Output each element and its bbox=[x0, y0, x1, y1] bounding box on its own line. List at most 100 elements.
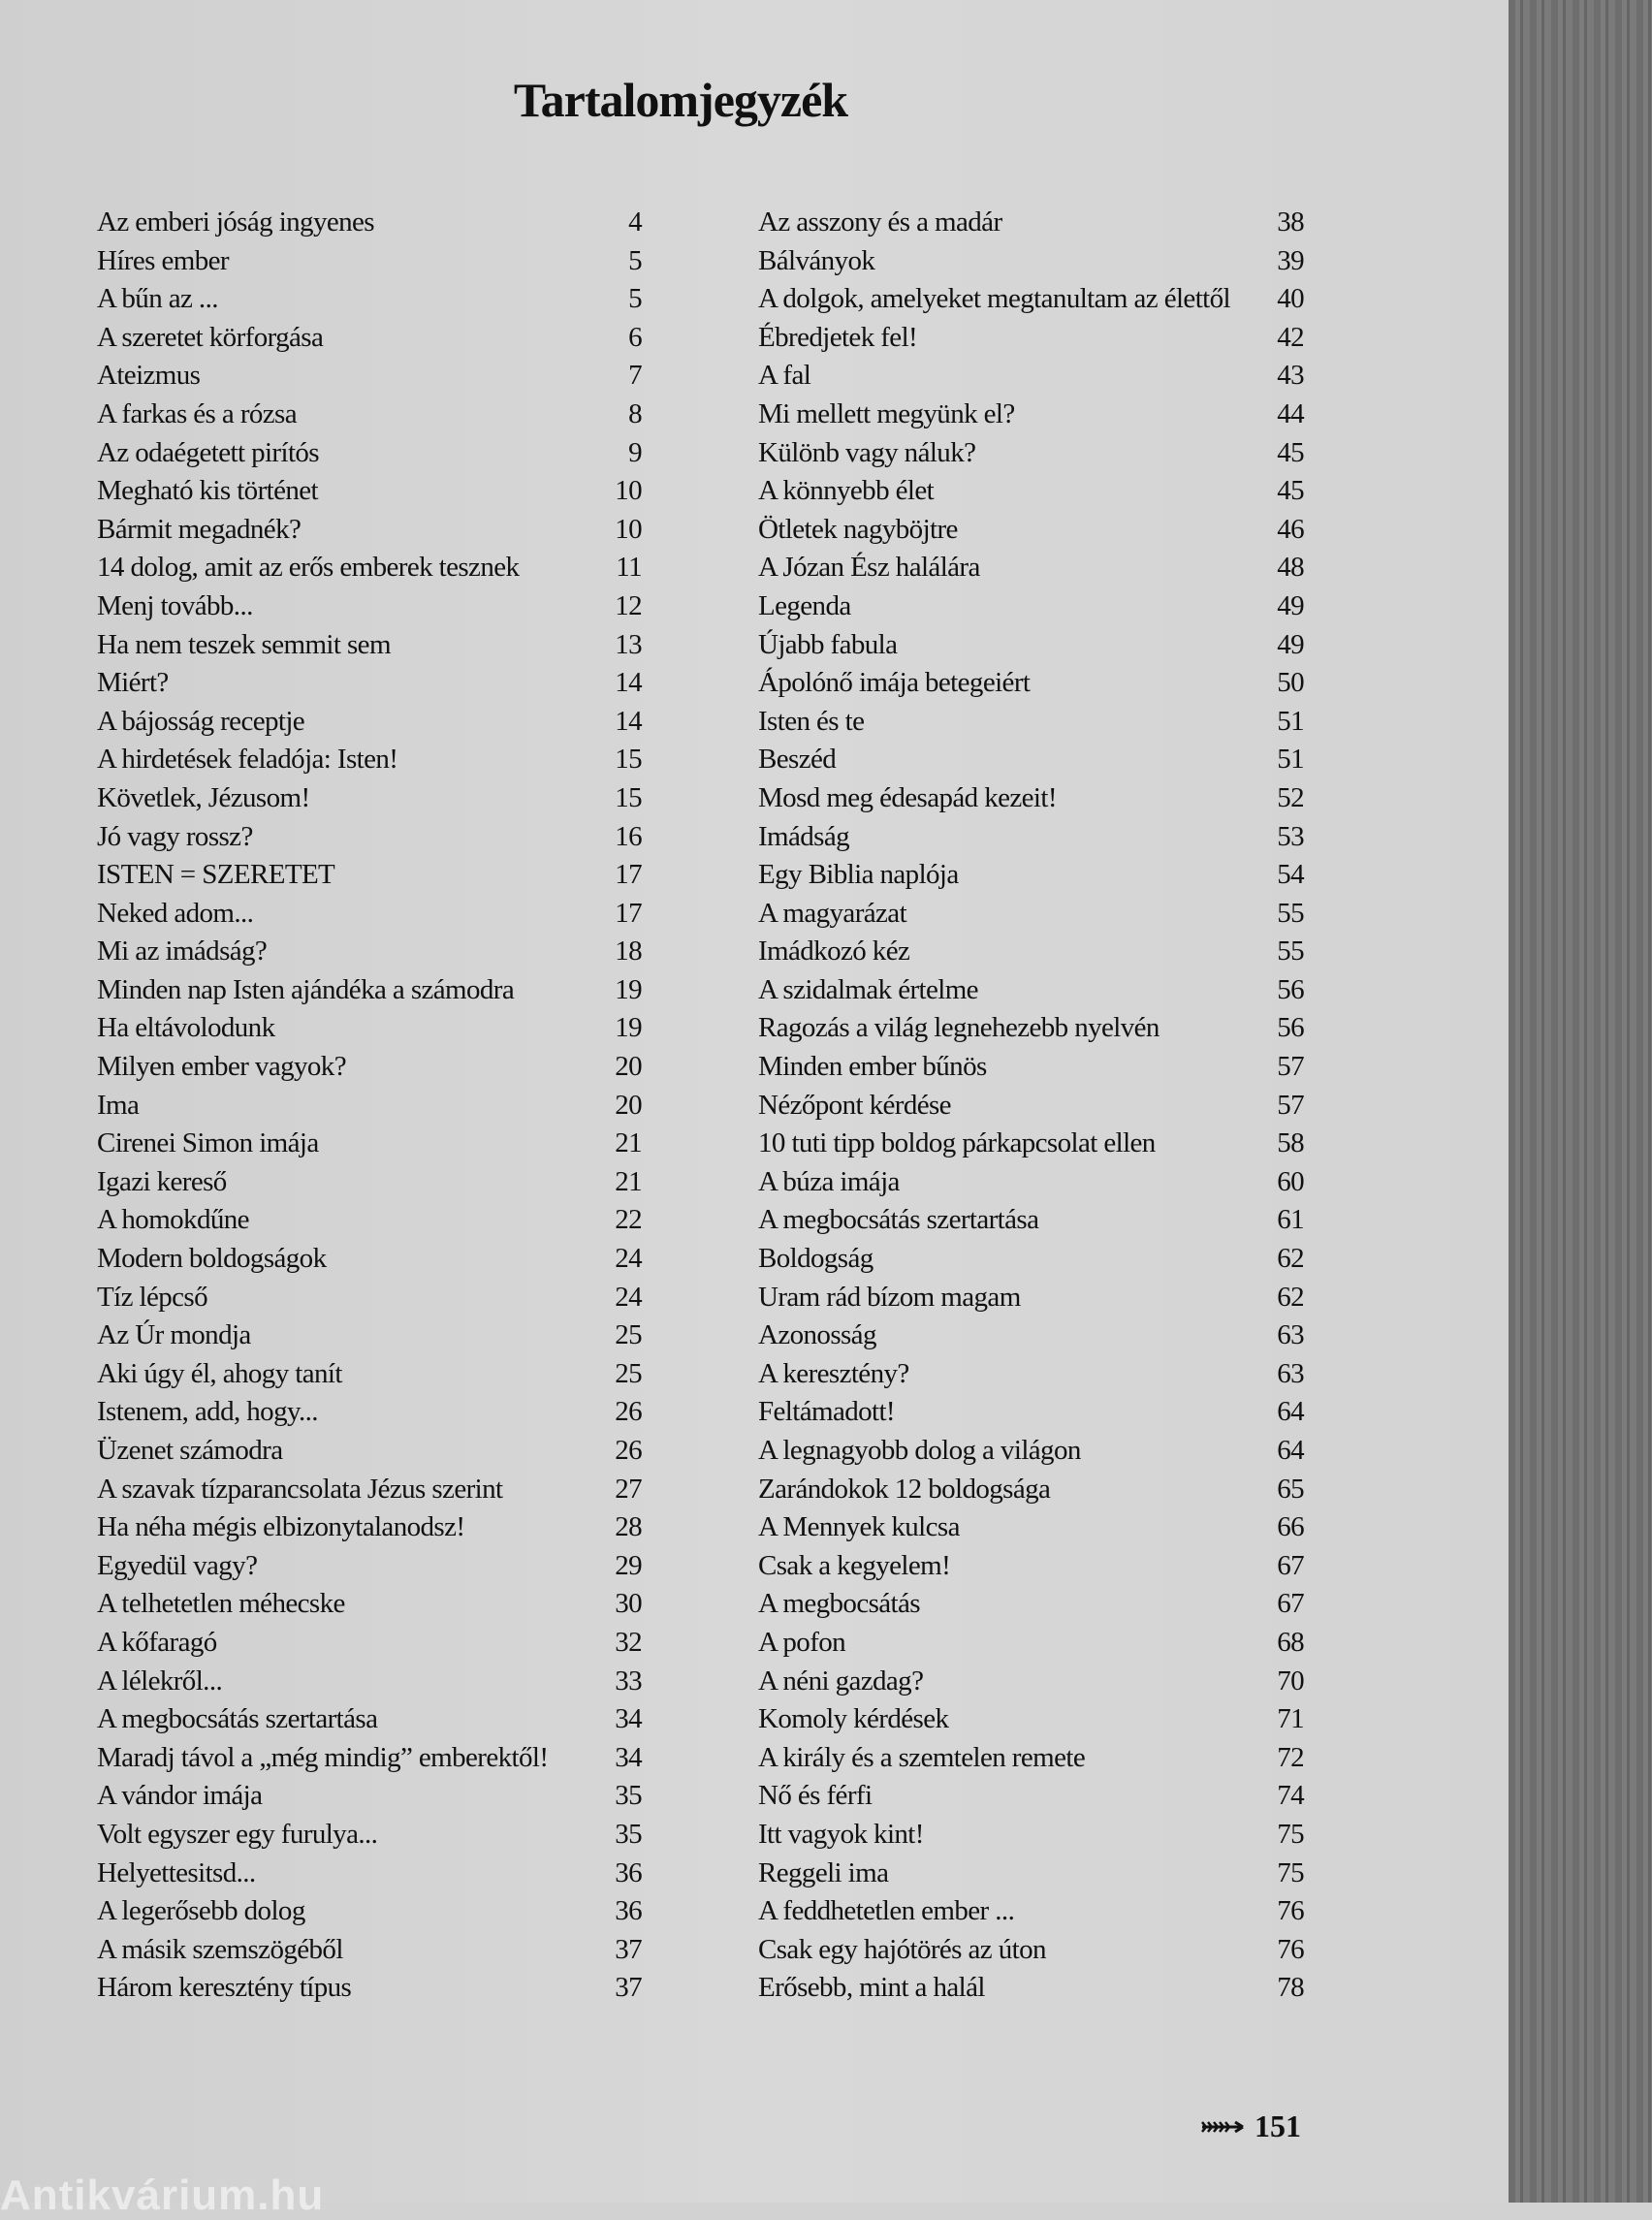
toc-entry-page: 54 bbox=[1277, 859, 1304, 891]
toc-entry: Milyen ember vagyok? 20 bbox=[97, 1051, 643, 1090]
toc-entry-title: ISTEN = SZERETET bbox=[97, 859, 335, 891]
toc-entry-page: 52 bbox=[1277, 781, 1304, 813]
toc-entry-page: 60 bbox=[1277, 1165, 1304, 1197]
toc-entry-title: Minden ember bűnös bbox=[758, 1051, 987, 1083]
toc-entry-title: Uram rád bízom magam bbox=[758, 1281, 1021, 1313]
toc-entry: A homokdűne 22 bbox=[97, 1204, 643, 1243]
toc-entry: A keresztény? 63 bbox=[758, 1358, 1305, 1397]
toc-entry-title: A szeretet körforgása bbox=[97, 321, 324, 353]
toc-entry: A lélekről... 33 bbox=[97, 1665, 643, 1704]
toc-entry-title: 14 dolog, amit az erős emberek tesznek bbox=[97, 552, 520, 584]
toc-entry-page: 11 bbox=[616, 552, 642, 584]
page-folio: 151 bbox=[1200, 2109, 1301, 2144]
toc-entry: Ötletek nagyböjtre 46 bbox=[758, 514, 1305, 553]
toc-entry-page: 20 bbox=[615, 1089, 642, 1121]
toc-entry-title: Modern boldogságok bbox=[97, 1243, 327, 1275]
toc-entry-page: 49 bbox=[1277, 628, 1304, 660]
toc-entry-page: 17 bbox=[615, 859, 642, 891]
toc-entry-title: Az odaégetett pirítós bbox=[97, 436, 320, 468]
toc-entry-title: A Mennyek kulcsa bbox=[758, 1511, 960, 1543]
toc-entry-page: 18 bbox=[615, 936, 642, 967]
toc-entry-page: 67 bbox=[1277, 1588, 1304, 1620]
toc-entry: A Józan Ész halálára 48 bbox=[758, 552, 1305, 590]
toc-entry-page: 15 bbox=[615, 744, 642, 776]
toc-entry-title: Aki úgy él, ahogy tanít bbox=[97, 1357, 342, 1389]
toc-entry-title: A néni gazdag? bbox=[758, 1665, 924, 1697]
toc-entry: A telhetetlen méhecske 30 bbox=[97, 1588, 643, 1627]
toc-entry-page: 19 bbox=[615, 1012, 642, 1044]
toc-entry-title: Boldogság bbox=[758, 1243, 874, 1275]
toc-entry: Aki úgy él, ahogy tanít 25 bbox=[97, 1357, 643, 1397]
toc-entry-title: Cirenei Simon imája bbox=[97, 1127, 319, 1159]
toc-entry: Különb vagy náluk? 45 bbox=[758, 436, 1305, 476]
toc-entry-page: 63 bbox=[1277, 1319, 1304, 1351]
toc-entry-title: Különb vagy náluk? bbox=[758, 436, 976, 468]
toc-entry: A bájosság receptje 14 bbox=[97, 706, 643, 745]
toc-entry: Bálványok 39 bbox=[758, 244, 1305, 284]
toc-entry: Volt egyszer egy furulya... 35 bbox=[97, 1818, 643, 1857]
toc-entry: Az asszony és a madár 38 bbox=[758, 206, 1305, 245]
table-surface-background bbox=[1509, 0, 1652, 2203]
toc-entry-page: 16 bbox=[615, 820, 642, 852]
toc-entry-page: 57 bbox=[1277, 1089, 1304, 1121]
toc-entry-title: Csak egy hajótörés az úton bbox=[758, 1933, 1046, 1965]
toc-entry-title: Reggeli ima bbox=[758, 1856, 889, 1888]
toc-entry-page: 9 bbox=[628, 436, 643, 468]
toc-entry-title: Mi mellett megyünk el? bbox=[758, 397, 1015, 429]
toc-entry-title: Ragozás a világ legnehezebb nyelvén bbox=[758, 1012, 1160, 1044]
toc-entry-title: Isten és te bbox=[758, 705, 865, 737]
toc-entry-page: 70 bbox=[1277, 1665, 1304, 1697]
toc-entry: Az odaégetett pirítós 9 bbox=[97, 436, 643, 476]
toc-entry: Ragozás a világ legnehezebb nyelvén 56 bbox=[758, 1012, 1305, 1051]
page-number: 151 bbox=[1255, 2109, 1301, 2143]
toc-entry-page: 75 bbox=[1277, 1818, 1304, 1850]
toc-entry: A bűn az ... 5 bbox=[97, 283, 643, 322]
toc-entry-title: Az emberi jóság ingyenes bbox=[97, 206, 375, 238]
toc-entry-title: Neked adom... bbox=[97, 897, 254, 929]
toc-entry-page: 43 bbox=[1277, 360, 1304, 392]
toc-entry-title: Legenda bbox=[758, 589, 851, 621]
toc-entry-page: 5 bbox=[628, 244, 643, 276]
toc-entry: Tíz lépcső 24 bbox=[97, 1282, 643, 1320]
toc-entry-title: Miért? bbox=[97, 667, 169, 699]
toc-entry-title: A homokdűne bbox=[97, 1204, 250, 1236]
toc-entry-page: 56 bbox=[1277, 1012, 1304, 1044]
toc-entry-title: 10 tuti tipp boldog párkapcsolat ellen bbox=[758, 1127, 1156, 1159]
toc-entry-page: 68 bbox=[1277, 1626, 1304, 1658]
watermark: Antikvárium.hu bbox=[0, 2172, 325, 2219]
toc-entry-page: 36 bbox=[615, 1856, 642, 1888]
toc-entry-page: 25 bbox=[615, 1319, 642, 1351]
toc-entry-title: Egy Biblia naplója bbox=[758, 859, 959, 891]
toc-entry-page: 26 bbox=[615, 1435, 642, 1466]
toc-entry-page: 72 bbox=[1277, 1741, 1304, 1773]
toc-entry-page: 45 bbox=[1277, 436, 1304, 468]
toc-entry-page: 35 bbox=[615, 1818, 642, 1850]
toc-entry-title: Menj tovább... bbox=[97, 589, 253, 621]
toc-entry-page: 50 bbox=[1277, 667, 1304, 699]
toc-entry-title: A hirdetések feladója: Isten! bbox=[97, 744, 398, 776]
toc-entry: Legenda 49 bbox=[758, 589, 1305, 629]
toc-entry-title: A megbocsátás bbox=[758, 1588, 921, 1620]
toc-entry-page: 55 bbox=[1277, 936, 1304, 967]
toc-entry-page: 10 bbox=[615, 513, 642, 545]
toc-entry: Ápolónő imája betegeiért 50 bbox=[758, 667, 1305, 706]
toc-entry-page: 21 bbox=[615, 1127, 642, 1159]
toc-entry: Jó vagy rossz? 16 bbox=[97, 820, 643, 860]
toc-entry-title: Üzenet számodra bbox=[97, 1435, 283, 1466]
toc-entry: A búza imája 60 bbox=[758, 1165, 1305, 1205]
toc-entry-page: 61 bbox=[1277, 1204, 1304, 1236]
toc-entry-page: 33 bbox=[615, 1665, 642, 1697]
toc-entry-page: 7 bbox=[628, 360, 643, 392]
toc-entry-title: Itt vagyok kint! bbox=[758, 1818, 924, 1850]
toc-entry: Erősebb, mint a halál 78 bbox=[758, 1972, 1305, 2011]
toc-entry: Helyettesitsd... 36 bbox=[97, 1856, 643, 1896]
toc-entry-page: 39 bbox=[1277, 244, 1304, 276]
toc-entry: A megbocsátás szertartása 34 bbox=[97, 1703, 643, 1742]
toc-entry-title: A szidalmak értelme bbox=[758, 973, 979, 1005]
toc-entry-page: 66 bbox=[1277, 1511, 1304, 1543]
toc-entry: Ateizmus 7 bbox=[97, 360, 643, 398]
toc-entry: A könnyebb élet 45 bbox=[758, 475, 1305, 514]
toc-entry: A vándor imája 35 bbox=[97, 1780, 643, 1819]
toc-entry-page: 27 bbox=[615, 1473, 642, 1505]
toc-entry-page: 48 bbox=[1277, 552, 1304, 584]
